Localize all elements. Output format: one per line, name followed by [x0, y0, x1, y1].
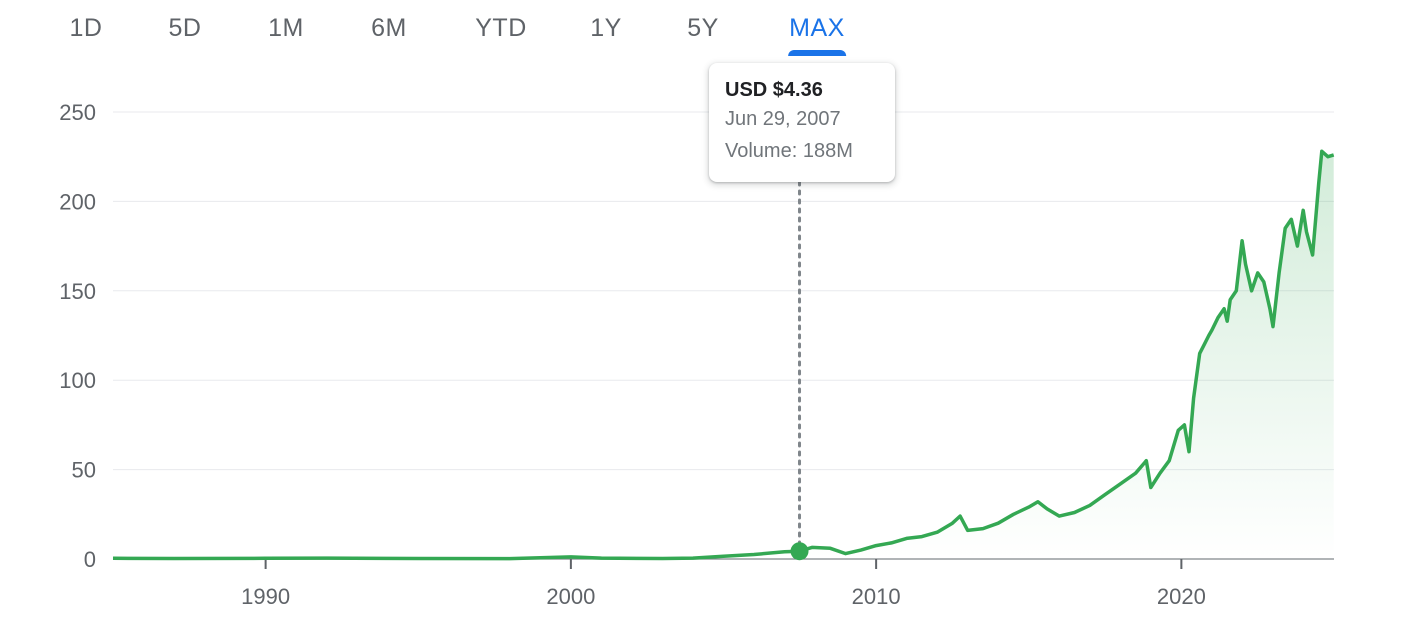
tab-max-label: MAX [789, 14, 845, 42]
price-tooltip: USD $4.36 Jun 29, 2007 Volume: 188M [709, 63, 895, 182]
x-tick-label: 2000 [546, 584, 595, 609]
time-range-tabs: 1D 5D 1M 6M YTD 1Y 5Y MAX [0, 0, 900, 60]
tab-1y[interactable]: 1Y [590, 14, 622, 42]
tab-6m[interactable]: 6M [371, 14, 407, 42]
tab-1d[interactable]: 1D [69, 14, 103, 42]
y-tick-label: 100 [59, 368, 96, 393]
tab-1m[interactable]: 1M [268, 14, 304, 42]
tooltip-price: USD $4.36 [725, 79, 823, 101]
series-area-fill [113, 151, 1334, 560]
y-tick-label: 0 [84, 547, 96, 572]
hover-point-marker [790, 542, 809, 561]
tooltip-date: Jun 29, 2007 [725, 108, 841, 130]
series-line [112, 149, 1335, 561]
tab-ytd[interactable]: YTD [475, 14, 527, 42]
tab-5d[interactable]: 5D [168, 14, 202, 42]
active-tab-indicator [788, 50, 846, 56]
x-tick-label: 2020 [1157, 584, 1206, 609]
x-tick-label: 1990 [241, 584, 290, 609]
y-tick-label: 50 [72, 458, 96, 483]
tab-5y[interactable]: 5Y [687, 14, 719, 42]
y-tick-label: 200 [59, 189, 96, 214]
y-tick-label: 250 [59, 100, 96, 125]
y-tick-label: 150 [59, 279, 96, 304]
x-tick-label: 2010 [852, 584, 901, 609]
tab-max[interactable]: MAX [788, 14, 846, 56]
price-chart[interactable]: 0 50 100 150 200 250 1990 2000 2010 2020 [0, 60, 1402, 644]
tooltip-volume: Volume: 188M [725, 140, 853, 162]
